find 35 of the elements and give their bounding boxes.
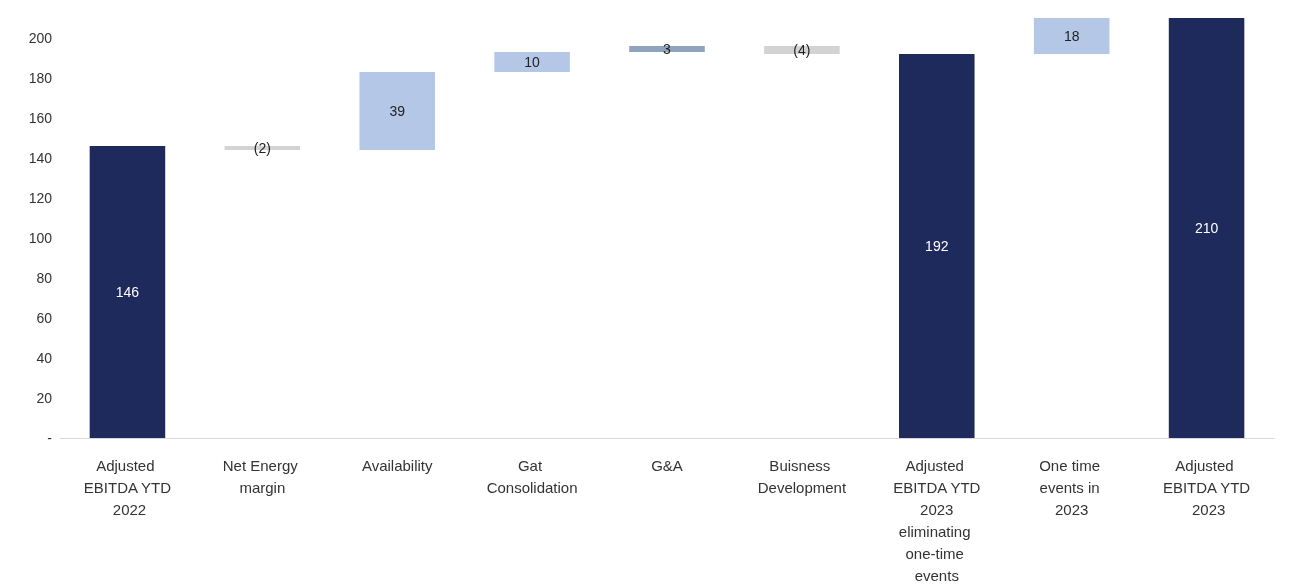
data-label: 192 xyxy=(925,238,949,254)
data-label: 210 xyxy=(1194,220,1219,236)
bar xyxy=(1168,18,1245,438)
x-tick-label: Net Energy margin xyxy=(222,456,302,496)
data-label: 146 xyxy=(115,284,140,300)
x-tick-label: Gat Consolidation xyxy=(486,456,578,496)
bar xyxy=(494,52,570,72)
data-label: 18 xyxy=(1063,28,1080,44)
y-tick-label: 140 xyxy=(28,150,53,166)
x-tick-label: Availability xyxy=(361,456,434,474)
y-tick-label: 60 xyxy=(36,310,53,326)
x-tick-label: G&A xyxy=(651,456,683,474)
y-tick-label: 180 xyxy=(28,70,53,86)
y-tick-label: 200 xyxy=(28,30,53,46)
x-tick-label: Adjusted EBITDA YTD 2023 xyxy=(1162,456,1251,518)
bar xyxy=(359,72,435,150)
bar xyxy=(89,146,166,438)
bar xyxy=(899,54,975,438)
y-tick-label: - xyxy=(47,430,53,446)
y-tick-label: 100 xyxy=(28,230,53,246)
x-tick-label: One time events in 2023 xyxy=(1039,456,1105,518)
y-tick-label: 160 xyxy=(28,110,53,126)
y-tick-label: 20 xyxy=(36,390,53,406)
y-tick-label: 80 xyxy=(36,270,53,286)
bar xyxy=(1033,18,1110,54)
y-tick-label: 120 xyxy=(28,190,53,206)
y-tick-label: 40 xyxy=(36,350,53,366)
x-tick-label: Buisness Development xyxy=(757,456,847,496)
data-label: (2) xyxy=(253,140,271,156)
x-tick-label: Adjusted EBITDA YTD 2023 eliminating one-time events xyxy=(893,456,981,584)
data-label: 39 xyxy=(389,103,406,119)
bar xyxy=(629,46,705,52)
x-tick-label: Adjusted EBITDA YTD 2022 xyxy=(83,456,172,518)
data-label: 10 xyxy=(524,54,541,70)
data-label: (4) xyxy=(793,42,811,58)
